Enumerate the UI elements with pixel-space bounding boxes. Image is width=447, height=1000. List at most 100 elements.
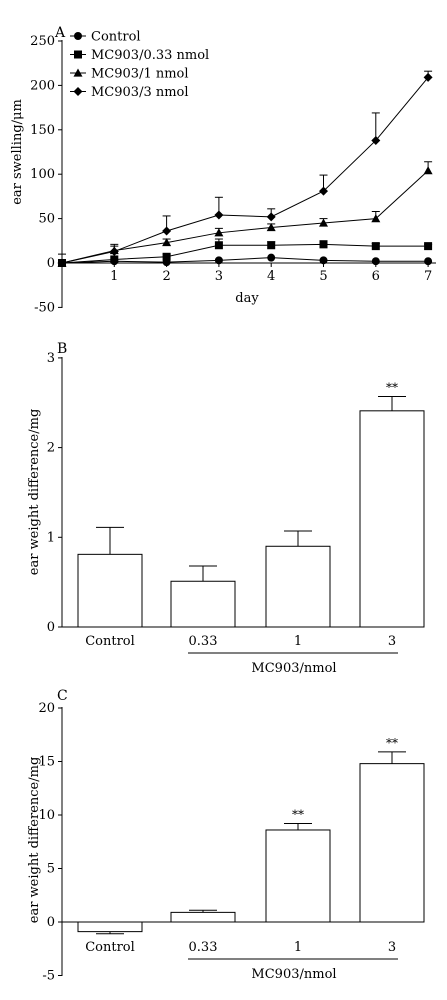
y-tick-label: 15 (38, 755, 55, 770)
panel-label-a: A (54, 25, 66, 41)
bar (170, 911, 236, 923)
legend-marker (74, 32, 82, 40)
legend-label: Control (91, 30, 141, 45)
data-point (371, 257, 380, 266)
y-tick-label: -50 (34, 300, 55, 315)
data-point (371, 242, 380, 251)
category-label: 0.33 (189, 940, 218, 955)
y-axis-label-c: ear weight difference/mg (27, 757, 42, 924)
legend-label: MC903/1 nmol (91, 67, 189, 82)
x-axis-label-a: day (235, 291, 259, 306)
data-point (162, 252, 171, 261)
y-axis-label-b: ear weight difference/mg (27, 409, 42, 576)
bar (265, 545, 331, 628)
panel-label-b: B (57, 341, 67, 357)
series-line (61, 243, 429, 264)
legend-marker (74, 50, 82, 59)
y-tick-label: 0 (47, 256, 55, 271)
bar (359, 763, 425, 923)
y-tick-label: 50 (38, 212, 55, 227)
category-label: 3 (388, 634, 396, 649)
bars-b: Control 0.33 1 ** 3 (77, 380, 425, 649)
y-tick-label: 1 (47, 530, 55, 545)
x-ticks-a: 1 2 3 4 5 6 7 (110, 263, 432, 284)
panel-b: B 0 1 2 3 ear weight difference/mg Control 0… (27, 341, 425, 676)
data-point (162, 226, 172, 236)
panel-c: C -5 0 5 10 15 20 ear weight difference/mg Co… (27, 688, 425, 984)
category-label: Control (85, 634, 135, 649)
significance-label: ** (386, 380, 398, 394)
bar (170, 580, 236, 628)
panel-a: A -50 0 50 100 150 200 250 1 2 3 4 5 6 7 ear swellin… (10, 25, 436, 315)
legend-marker (73, 68, 83, 77)
y-ticks-b: 0 1 2 3 (47, 351, 62, 635)
data-point (319, 186, 328, 196)
group-label-b: MC903/nmol (251, 661, 336, 676)
data-point (110, 255, 119, 264)
data-point (319, 256, 328, 265)
y-tick-label: 20 (38, 701, 55, 716)
series-group-a (57, 70, 433, 268)
y-tick-label: 3 (47, 351, 55, 366)
y-tick-label: 2 (47, 441, 55, 456)
bar (265, 829, 331, 923)
y-tick-label: 200 (30, 78, 55, 93)
data-point (267, 253, 276, 262)
y-axis-label-a: ear swelling/μm (10, 99, 25, 205)
category-label: 3 (388, 940, 396, 955)
category-label: 1 (294, 634, 302, 649)
series-3 (57, 70, 433, 268)
x-tick-label: 5 (319, 269, 327, 284)
data-point (319, 240, 328, 249)
legend-label: MC903/3 nmol (91, 85, 189, 100)
panel-label-c: C (57, 688, 68, 704)
category-label: 0.33 (189, 634, 218, 649)
y-ticks-c: -5 0 5 10 15 20 (38, 701, 62, 984)
significance-label: ** (292, 808, 304, 822)
bar (77, 921, 143, 933)
data-point (109, 246, 119, 256)
legend-marker (73, 87, 83, 96)
category-label: 1 (294, 940, 302, 955)
data-point (57, 258, 67, 268)
data-point (267, 241, 276, 250)
data-point (371, 135, 381, 145)
data-point (214, 241, 223, 250)
data-point (423, 166, 433, 175)
bar (359, 410, 425, 628)
bars-c: Control 0.33 ** 1 ** 3 (77, 736, 425, 955)
x-tick-label: 4 (267, 269, 275, 284)
y-ticks-a: -50 0 50 100 150 200 250 (30, 34, 62, 315)
series-1 (58, 238, 433, 267)
x-tick-label: 7 (424, 269, 432, 284)
y-tick-label: 150 (30, 123, 55, 138)
significance-label: ** (386, 736, 398, 750)
data-point (162, 238, 172, 247)
data-point (371, 214, 381, 223)
y-tick-label: -5 (42, 969, 55, 984)
y-tick-label: 10 (38, 808, 55, 823)
series-line (61, 77, 429, 264)
data-point (319, 218, 328, 227)
y-tick-label: 0 (47, 620, 55, 635)
x-tick-label: 6 (372, 269, 380, 284)
data-point (266, 212, 276, 222)
data-point (214, 210, 224, 220)
data-point (266, 222, 276, 232)
legend-label: MC903/0.33 nmol (91, 48, 209, 63)
x-tick-label: 2 (162, 269, 170, 284)
data-point (214, 228, 224, 237)
category-label: Control (85, 940, 135, 955)
y-tick-label: 0 (47, 915, 55, 930)
data-point (424, 257, 433, 266)
y-tick-label: 5 (47, 862, 55, 877)
series-line (61, 170, 429, 264)
data-point (423, 72, 433, 82)
group-label-c: MC903/nmol (251, 967, 336, 982)
bar (77, 553, 143, 628)
y-tick-label: 100 (30, 167, 55, 182)
x-tick-label: 3 (215, 269, 223, 284)
x-tick-label: 1 (110, 269, 118, 284)
data-point (214, 256, 223, 265)
